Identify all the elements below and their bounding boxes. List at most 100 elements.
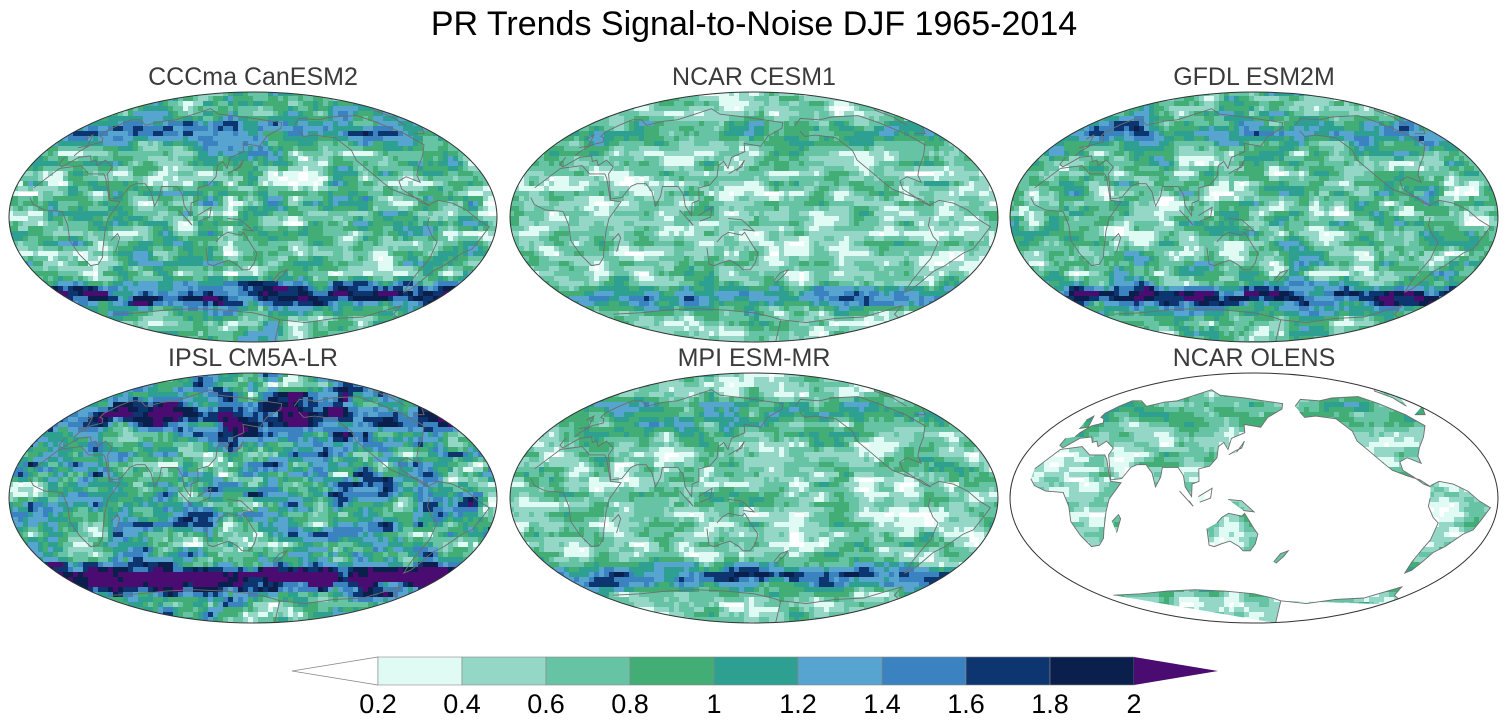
- panel-title: CCCma CanESM2: [8, 63, 498, 91]
- colorbar-swatch: [629, 656, 715, 686]
- colorbar-tick-label: 0.8: [600, 689, 660, 719]
- map-panel-gfdl-esm2m: GFDL ESM2M: [1009, 63, 1499, 343]
- robinson-map: [8, 91, 498, 343]
- colorbar-swatches: [291, 656, 1218, 686]
- coastline: [197, 206, 212, 222]
- robinson-map: [509, 372, 999, 624]
- panel-title: MPI ESM-MR: [509, 344, 999, 372]
- coastline: [1294, 396, 1432, 488]
- coastline: [579, 134, 595, 149]
- colorbar-tick-label: 1.4: [852, 689, 912, 719]
- coastline: [1179, 490, 1194, 507]
- coastline: [728, 217, 756, 232]
- colorbar-tick-label: 0.6: [516, 689, 576, 719]
- coastline: [272, 549, 289, 564]
- coastline: [58, 108, 283, 218]
- coastline: [205, 231, 258, 271]
- coastline: [58, 389, 283, 499]
- colorbar-tick-label: 1: [684, 689, 744, 719]
- coastline: [559, 389, 784, 499]
- colorbar-tick-label: 0.2: [348, 689, 408, 719]
- coastline: [1113, 586, 1406, 623]
- coastline: [293, 115, 431, 207]
- coastline: [1079, 134, 1095, 149]
- coastline: [112, 586, 405, 623]
- coastline: [679, 209, 694, 226]
- coastline: [530, 446, 622, 548]
- coastlines: [1030, 382, 1492, 623]
- coastline: [1198, 206, 1213, 222]
- coastline: [402, 480, 491, 574]
- map-outline: [1009, 91, 1499, 343]
- coastline: [1113, 305, 1406, 342]
- coastline: [1030, 446, 1122, 548]
- coastline: [178, 490, 193, 507]
- coastline: [227, 440, 244, 456]
- coastline: [205, 512, 258, 552]
- map-panel-mpi-esm-mr: MPI ESM-MR: [509, 344, 999, 624]
- coastline: [227, 498, 255, 513]
- coastline: [611, 513, 622, 533]
- map-panel-ncar-olens: NCAR OLENS: [1009, 344, 1499, 624]
- coastline: [1228, 159, 1245, 175]
- coastline: [1179, 209, 1194, 226]
- colorbar-tick-label: 0.4: [432, 689, 492, 719]
- colorbar-below-triangle: [291, 656, 379, 686]
- coastline: [773, 549, 790, 564]
- coastline: [78, 415, 94, 430]
- coastline: [1403, 199, 1492, 293]
- coastline: [110, 513, 121, 533]
- coastline: [1030, 165, 1122, 267]
- coastline: [903, 199, 992, 293]
- coastline: [679, 490, 694, 507]
- coastline: [227, 159, 244, 175]
- coastlines: [530, 382, 992, 623]
- colorbar-swatch: [713, 656, 799, 686]
- colorbar-above-triangle: [1134, 657, 1218, 685]
- coastlines: [530, 101, 992, 342]
- colorbar-tick-label: 2: [1104, 689, 1164, 719]
- coastline: [1273, 268, 1290, 283]
- colorbar-tick-label: 1.8: [1020, 689, 1080, 719]
- coastline: [559, 108, 784, 218]
- coastline: [794, 396, 932, 488]
- figure-title: PR Trends Signal-to-Noise DJF 1965-2014: [0, 2, 1508, 46]
- coastline: [698, 206, 713, 222]
- coastline: [1206, 231, 1259, 271]
- map-outline: [509, 91, 999, 343]
- coastline: [1198, 487, 1213, 503]
- robinson-map: [8, 372, 498, 624]
- colorbar-swatch: [545, 656, 631, 686]
- coastline: [728, 159, 745, 175]
- coastlines: [1030, 101, 1492, 342]
- map-panel-cccma-canesm2: CCCma CanESM2: [8, 63, 498, 343]
- map-outline: [8, 372, 498, 624]
- coastline: [1403, 480, 1492, 574]
- colorbar-swatch: [1049, 656, 1135, 686]
- coastline: [706, 231, 759, 271]
- coastline: [903, 480, 992, 574]
- coastline: [1273, 549, 1290, 564]
- coastline: [613, 305, 906, 342]
- coastline: [1079, 415, 1095, 430]
- coastline: [698, 487, 713, 503]
- map-panel-ipsl-cm5a-lr: IPSL CM5A-LR: [8, 344, 498, 624]
- coastline: [110, 232, 121, 252]
- robinson-map: [1009, 91, 1499, 343]
- coastline: [29, 446, 121, 548]
- map-panel-ncar-cesm1: NCAR CESM1: [509, 63, 999, 343]
- robinson-map: [1009, 372, 1499, 624]
- coastline: [613, 586, 906, 623]
- coastline: [579, 415, 595, 430]
- map-outline: [8, 91, 498, 343]
- coastline: [1294, 115, 1432, 207]
- coastline: [227, 217, 255, 232]
- coastline: [272, 268, 289, 283]
- coastline: [530, 165, 622, 267]
- coastline: [1228, 440, 1245, 456]
- signal-to-noise-field: [510, 92, 998, 342]
- colorbar: 0.2 0.4 0.6 0.8 1 1.2 1.4 1.6 1.8 2: [291, 655, 1218, 723]
- coastline: [402, 199, 491, 293]
- coastline: [706, 512, 759, 552]
- coastline: [112, 305, 405, 342]
